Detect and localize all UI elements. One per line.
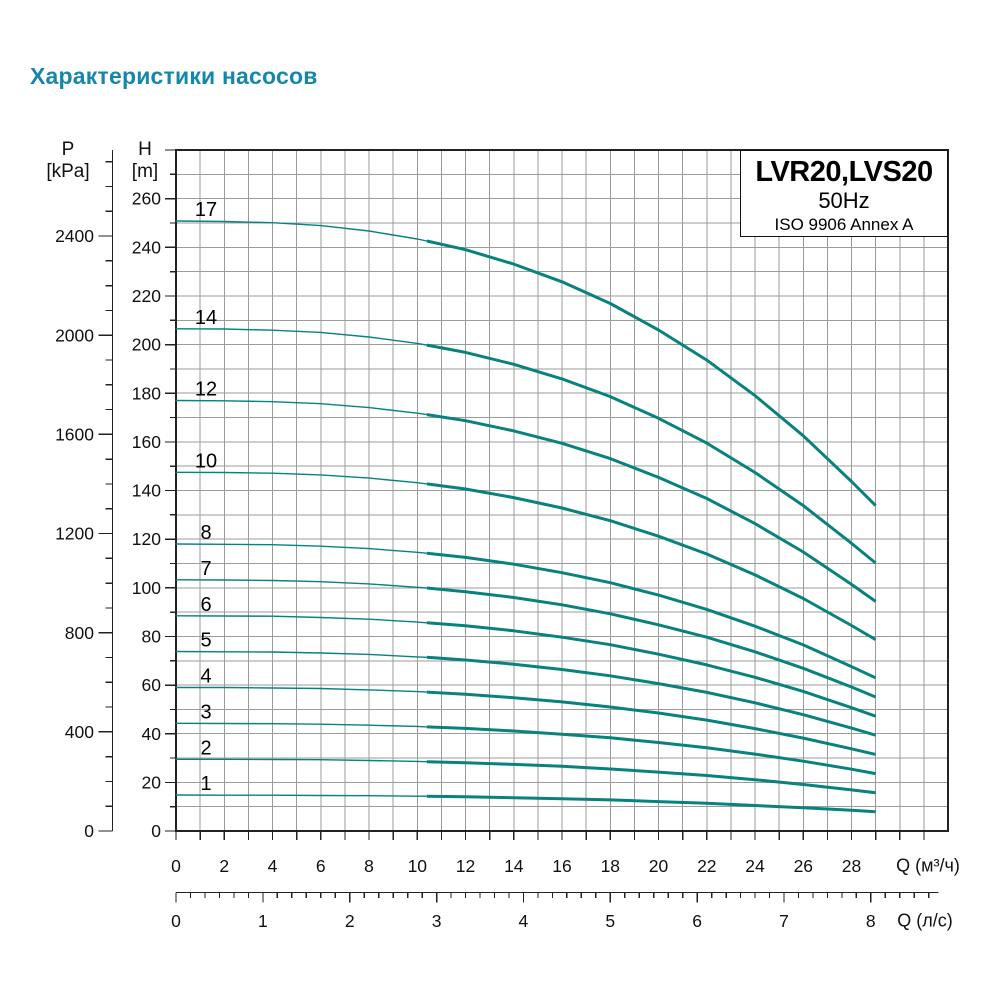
- pressure-axis-unit: [kPa]: [46, 161, 90, 182]
- flow-ls-tick-label: 5: [605, 911, 615, 931]
- curve-label-14: 14: [195, 307, 217, 329]
- flow-ls-tick-label: 0: [171, 911, 181, 931]
- pump-curve-8-thick: [426, 551, 877, 680]
- pump-curve-5-thick: [426, 655, 877, 737]
- pressure-tick-label: 400: [65, 722, 94, 742]
- pump-curve-8-thin: [175, 543, 428, 554]
- flow-m3h-tick-label: 18: [601, 856, 620, 876]
- head-axis-name: H: [138, 139, 152, 160]
- legend-model: LVR20,LVS20: [755, 156, 933, 188]
- flow-m3h-tick-label: 20: [649, 856, 669, 876]
- pressure-tick-label: 2000: [55, 325, 94, 345]
- head-tick-label: 180: [132, 383, 161, 403]
- curve-label-10: 10: [195, 450, 217, 472]
- head-tick-label: 120: [132, 529, 161, 549]
- pump-curve-3-thin: [175, 722, 428, 728]
- head-tick-label: 140: [132, 481, 161, 501]
- pump-curve-17-thick: [426, 239, 877, 507]
- flow-ls-tick-label: 3: [432, 911, 442, 931]
- pump-curve-4-thick: [426, 690, 876, 756]
- legend-frequency: 50Hz: [818, 188, 870, 213]
- head-tick-label: 0: [151, 821, 161, 841]
- flow-m3h-tick-label: 28: [842, 856, 861, 876]
- flow-m3h-tick-label: 22: [697, 856, 716, 876]
- pump-curve-10-thick: [426, 482, 877, 641]
- curve-label-8: 8: [200, 522, 211, 544]
- head-tick-label: 20: [142, 773, 162, 793]
- head-tick-label: 240: [132, 237, 161, 257]
- flow-m3h-tick-label: 16: [552, 856, 571, 876]
- head-tick-label: 60: [142, 675, 162, 695]
- flow-ls-tick-label: 7: [779, 911, 789, 931]
- flow-ls-axis-unit: Q (л/с): [897, 910, 953, 931]
- curve-label-4: 4: [200, 666, 211, 688]
- pump-curve-4-thin: [175, 686, 428, 693]
- page-title: Характеристики насосов: [30, 63, 318, 89]
- flow-m3h-axis-unit: Q (м³/ч): [896, 855, 960, 876]
- pump-curve-5-thin: [175, 650, 428, 658]
- pump-curve-12-thick: [426, 413, 877, 603]
- curve-label-17: 17: [195, 199, 217, 221]
- pump-curve-2-thick: [426, 760, 876, 795]
- flow-m3h-tick-label: 24: [745, 856, 765, 876]
- flow-m3h-tick-label: 8: [364, 856, 374, 876]
- head-axis-unit: [m]: [131, 161, 159, 182]
- flow-m3h-tick-label: 12: [456, 856, 475, 876]
- curve-label-2: 2: [200, 737, 211, 759]
- curve-label-5: 5: [200, 630, 211, 652]
- curve-label-7: 7: [200, 558, 211, 580]
- pressure-axis-name: P: [61, 139, 75, 160]
- flow-m3h-tick-label: 14: [504, 856, 524, 876]
- pump-curve-14-thick: [426, 343, 877, 565]
- head-tick-label: 220: [132, 286, 161, 306]
- legend-standard: ISO 9906 Annex A: [774, 215, 914, 234]
- flow-ls-tick-label: 6: [692, 911, 702, 931]
- pump-curve-1-thin: [175, 794, 428, 797]
- pump-curve-12-thin: [175, 399, 428, 416]
- curve-label-3: 3: [200, 701, 211, 723]
- pressure-tick-label: 2400: [55, 226, 94, 246]
- pump-curve-7-thick: [426, 586, 877, 699]
- pump-curve-6-thick: [426, 621, 877, 718]
- flow-m3h-tick-label: 2: [219, 856, 229, 876]
- pump-curve-14-thin: [175, 328, 428, 346]
- pump-curve-1-thick: [426, 794, 876, 814]
- pressure-tick-label: 1600: [55, 424, 94, 444]
- curve-label-6: 6: [200, 594, 211, 616]
- pressure-tick-label: 1200: [55, 524, 94, 544]
- flow-m3h-tick-label: 6: [316, 856, 326, 876]
- flow-m3h-tick-label: 26: [794, 856, 813, 876]
- head-tick-label: 40: [142, 724, 162, 744]
- flow-m3h-tick-label: 10: [408, 856, 428, 876]
- pump-curve-3-thick: [426, 725, 876, 776]
- pump-curve-6-thin: [175, 615, 428, 624]
- flow-ls-tick-label: 2: [345, 911, 355, 931]
- head-tick-label: 200: [132, 335, 161, 355]
- pump-curve-10-thin: [175, 471, 428, 485]
- pressure-tick-label: 800: [65, 623, 94, 643]
- flow-m3h-tick-label: 4: [268, 856, 278, 876]
- flow-ls-tick-label: 1: [258, 911, 268, 931]
- head-tick-label: 260: [132, 189, 161, 209]
- flow-ls-tick-label: 4: [519, 911, 529, 931]
- flow-m3h-tick-label: 0: [171, 856, 181, 876]
- curve-label-12: 12: [195, 379, 217, 401]
- legend-box: LVR20,LVS20 50Hz ISO 9906 Annex A: [740, 150, 948, 237]
- pump-curve-7-thin: [175, 579, 428, 589]
- pump-curve-2-thin: [175, 758, 428, 763]
- pump-curve-17-thin: [175, 220, 428, 242]
- head-tick-label: 160: [132, 432, 161, 452]
- curve-label-1: 1: [200, 773, 211, 795]
- head-tick-label: 100: [132, 578, 161, 598]
- pressure-tick-label: 0: [84, 821, 94, 841]
- flow-ls-tick-label: 8: [866, 911, 876, 931]
- head-tick-label: 80: [142, 627, 162, 647]
